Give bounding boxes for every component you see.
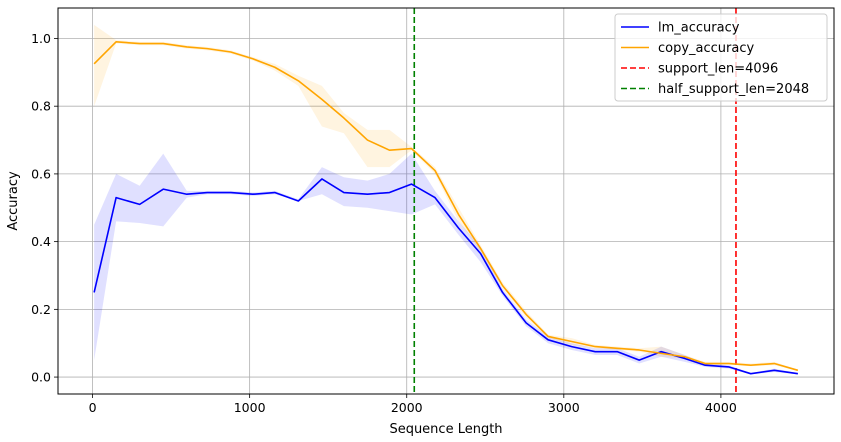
- x-tick-label: 4000: [705, 400, 737, 415]
- x-tick-label: 0: [89, 400, 97, 415]
- lm-accuracy-line: [93, 178, 798, 375]
- x-axis-ticks: 0 1000 2000 3000 4000: [89, 394, 737, 415]
- y-tick-label: 0.2: [31, 302, 51, 317]
- lm-accuracy-band: [94, 153, 798, 375]
- x-tick-label: 3000: [548, 400, 580, 415]
- confidence-bands: [94, 24, 798, 375]
- y-tick-label: 0.8: [31, 99, 51, 114]
- legend-label: support_len=4096: [658, 62, 778, 77]
- y-axis-ticks: 0.0 0.2 0.4 0.6 0.8 1.0: [31, 31, 58, 385]
- legend-label: half_support_len=2048: [658, 82, 809, 97]
- legend-box: [614, 13, 828, 102]
- x-tick-label: 2000: [391, 400, 423, 415]
- legend-label: copy_accuracy: [658, 41, 755, 56]
- series-lines: [93, 41, 799, 375]
- y-tick-label: 0.6: [31, 166, 51, 181]
- x-tick-label: 1000: [234, 400, 266, 415]
- plot-frame: [57, 7, 835, 395]
- y-tick-label: 1.0: [31, 31, 51, 46]
- legend-label: lm_accuracy: [658, 21, 740, 36]
- legend: lm_accuracy copy_accuracy support_len=4096…: [614, 13, 828, 102]
- y-axis-label: Accuracy: [6, 171, 21, 231]
- grid-lines: [58, 8, 834, 394]
- y-tick-label: 0.4: [31, 234, 51, 249]
- x-axis-label: Sequence Length: [389, 422, 502, 437]
- y-tick-label: 0.0: [31, 370, 51, 385]
- copy-accuracy-line: [93, 41, 799, 372]
